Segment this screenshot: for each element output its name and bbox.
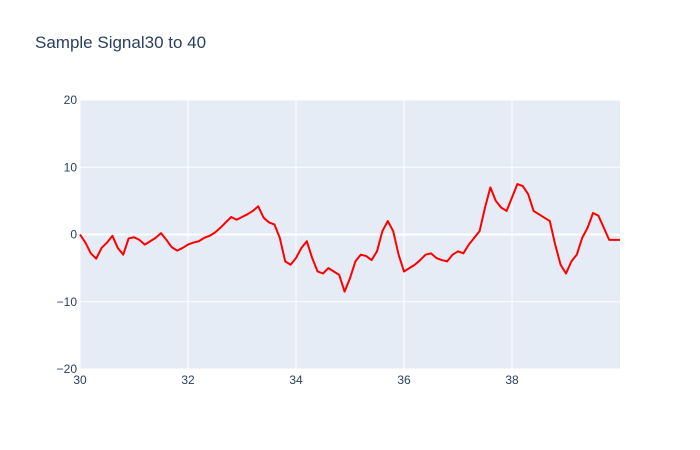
tick-labels: 30 32 34 36 38 −20 −10 0 10 20 xyxy=(57,93,519,387)
x-tick-label: 30 xyxy=(73,373,87,387)
y-tick-label: −10 xyxy=(57,295,78,309)
y-tick-label: 0 xyxy=(70,228,77,242)
y-tick-label: −20 xyxy=(57,362,78,376)
x-tick-label: 34 xyxy=(289,373,303,387)
x-tick-label: 32 xyxy=(181,373,195,387)
y-tick-label: 20 xyxy=(64,93,78,107)
x-tick-label: 36 xyxy=(397,373,411,387)
y-tick-label: 10 xyxy=(64,160,78,174)
series-layer xyxy=(79,183,620,293)
x-tick-label: 38 xyxy=(505,373,519,387)
series-line xyxy=(79,183,620,293)
chart-title: Sample Signal30 to 40 xyxy=(35,33,207,52)
